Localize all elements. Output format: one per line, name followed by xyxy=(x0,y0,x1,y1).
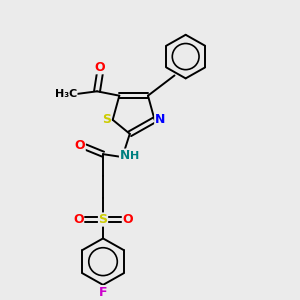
Text: O: O xyxy=(95,61,105,74)
Text: O: O xyxy=(73,213,84,226)
Text: N: N xyxy=(155,113,165,126)
Text: H: H xyxy=(130,152,139,161)
Text: N: N xyxy=(119,149,130,162)
Text: S: S xyxy=(102,113,111,126)
Text: O: O xyxy=(122,213,133,226)
Text: O: O xyxy=(74,139,85,152)
Text: H₃C: H₃C xyxy=(55,89,77,99)
Text: F: F xyxy=(99,286,107,299)
Text: S: S xyxy=(98,213,107,226)
